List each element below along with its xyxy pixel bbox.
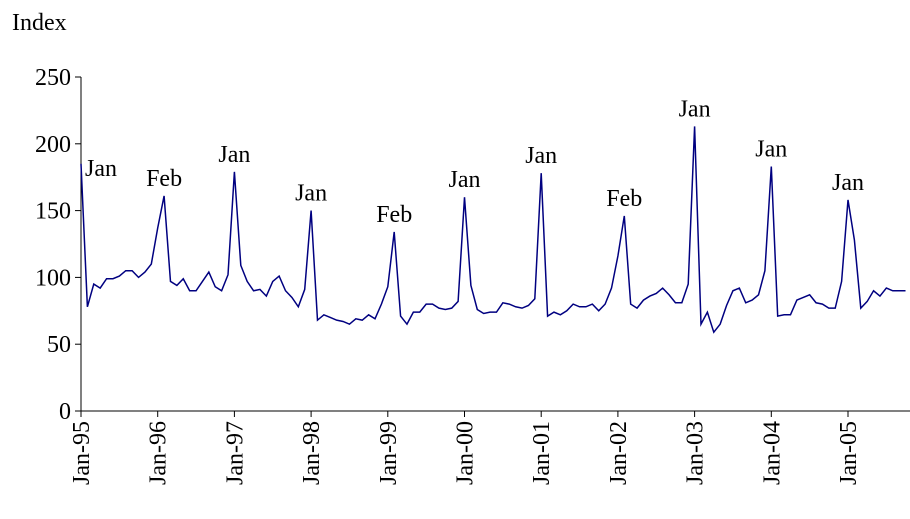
point-label: Feb — [146, 166, 182, 192]
x-tick-label: Jan-02 — [606, 421, 632, 485]
point-label: Jan — [755, 137, 787, 163]
x-tick-label: Jan-95 — [69, 421, 95, 485]
y-tick-label: 100 — [35, 265, 71, 291]
x-tick-label: Jan-98 — [299, 421, 325, 485]
x-tick-label: Jan-00 — [453, 421, 479, 485]
x-tick-label: Jan-99 — [376, 421, 402, 485]
x-tick-label: Jan-01 — [529, 421, 555, 485]
point-label: Jan — [295, 181, 327, 207]
x-tick-label: Jan-05 — [836, 421, 862, 485]
point-label: Jan — [449, 167, 481, 193]
point-label: Feb — [606, 186, 642, 212]
y-tick-label: 250 — [35, 65, 71, 91]
y-tick-label: 0 — [59, 399, 71, 425]
point-label: Jan — [832, 170, 864, 196]
y-tick-label: 50 — [47, 332, 71, 358]
y-axis-title: Index — [12, 10, 67, 36]
series-line — [80, 126, 906, 334]
point-label: Feb — [376, 202, 412, 228]
x-tick-label: Jan-97 — [222, 421, 248, 485]
y-tick-label: 150 — [35, 199, 71, 225]
point-label: Jan — [679, 96, 711, 122]
x-tick-label: Jan-04 — [759, 421, 785, 485]
y-tick-label: 200 — [35, 132, 71, 158]
x-tick-label: Jan-03 — [683, 421, 709, 485]
x-tick-label: Jan-96 — [146, 421, 172, 485]
point-label: Jan — [525, 143, 557, 169]
point-label: Jan — [218, 142, 250, 168]
point-label: Jan — [85, 156, 117, 182]
